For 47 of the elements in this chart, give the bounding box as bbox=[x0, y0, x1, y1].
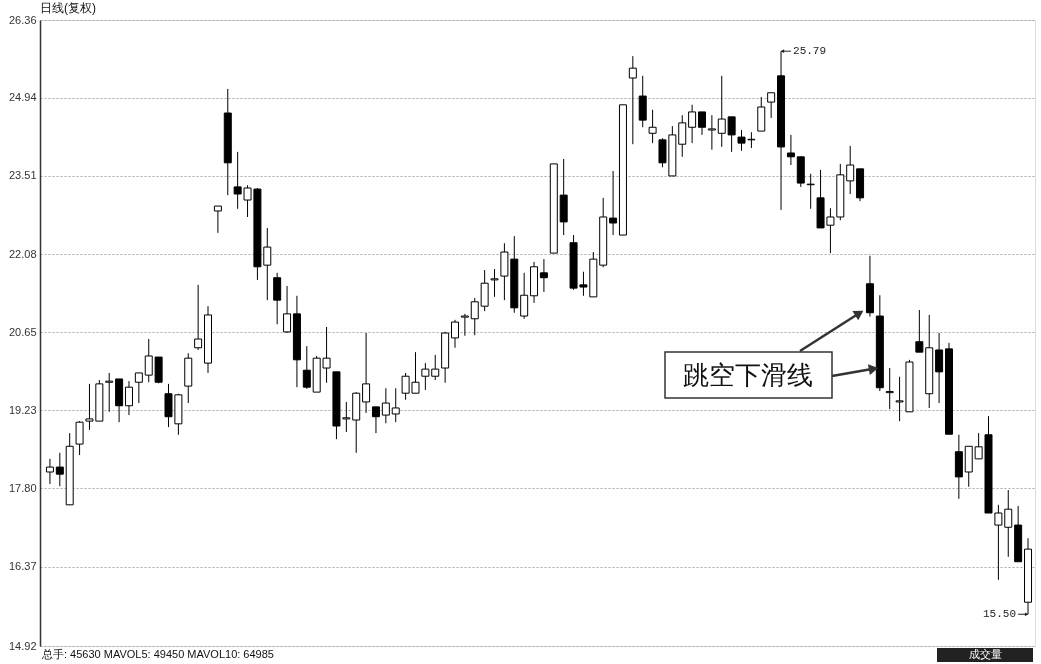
candlestick bbox=[539, 258, 548, 293]
candlestick bbox=[45, 458, 54, 485]
candlestick bbox=[520, 272, 529, 320]
candlestick bbox=[75, 420, 84, 456]
candlestick bbox=[767, 92, 776, 119]
candlestick bbox=[490, 268, 499, 298]
candlestick bbox=[381, 387, 390, 424]
y-tick-label: 26.36 bbox=[8, 13, 37, 26]
text: 总手: 45630 MAVOL5: 49450 MAVOL10: 64985 bbox=[41, 648, 274, 660]
candlestick bbox=[213, 205, 222, 234]
candlestick bbox=[707, 114, 716, 151]
candlestick bbox=[460, 313, 469, 337]
candlestick bbox=[134, 372, 143, 404]
candlestick bbox=[105, 372, 114, 413]
y-tick-label: 20.65 bbox=[8, 325, 37, 338]
candlestick bbox=[935, 332, 944, 404]
candlestick bbox=[698, 111, 706, 136]
annotation: 跳空下滑线 bbox=[683, 360, 813, 390]
candlestick bbox=[609, 170, 618, 236]
y-tick-label: 14.92 bbox=[8, 639, 37, 652]
y-tick-label: 19.23 bbox=[8, 403, 37, 416]
candlestick bbox=[273, 272, 282, 325]
candlestick bbox=[362, 332, 371, 414]
candlestick bbox=[194, 284, 203, 351]
candlestick bbox=[846, 145, 855, 195]
candlestick bbox=[371, 406, 380, 434]
candlestick bbox=[283, 285, 292, 334]
candlestick bbox=[451, 319, 460, 349]
candlestick bbox=[55, 452, 64, 487]
y-tick-label: 16.37 bbox=[8, 560, 37, 573]
candlestick bbox=[124, 380, 133, 416]
chart-title: 日线(复权) bbox=[40, 1, 96, 15]
candlestick bbox=[391, 387, 400, 423]
candlestick bbox=[628, 55, 637, 145]
annotation: 25.79 bbox=[793, 45, 827, 58]
candlestick bbox=[688, 104, 697, 144]
candlestick bbox=[302, 345, 311, 390]
candlestick bbox=[885, 367, 894, 410]
y-tick-label: 22.08 bbox=[8, 247, 37, 260]
candlestick bbox=[915, 309, 924, 353]
y-tick-label: 17.80 bbox=[8, 481, 37, 494]
candlestick bbox=[786, 134, 795, 166]
text: 成交量 bbox=[968, 648, 1002, 660]
y-tick-label: 24.94 bbox=[8, 91, 37, 104]
annotation: 15.50 bbox=[983, 608, 1017, 621]
y-tick-label: 23.51 bbox=[8, 169, 37, 182]
candlestick bbox=[648, 109, 657, 144]
